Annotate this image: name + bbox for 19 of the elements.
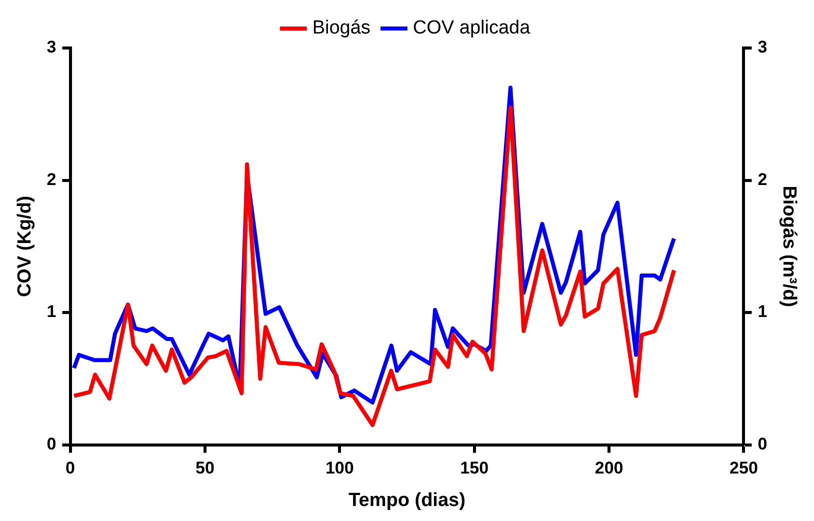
y2-tick-label: 2	[758, 170, 768, 189]
y2-tick-label: 1	[758, 302, 768, 322]
x-axis-title: Tempo (dias)	[348, 490, 466, 511]
x-tick-label: 100	[325, 458, 354, 478]
y-tick-label: 1	[46, 302, 56, 322]
x-tick-label: 150	[460, 458, 489, 478]
legend-label: COV aplicada	[412, 18, 531, 39]
y-tick-label: 3	[46, 38, 56, 57]
y2-axis-title: Biogás (m³/d)	[778, 186, 800, 308]
y2-tick-label: 0	[758, 434, 768, 454]
x-tick-label: 0	[66, 458, 75, 478]
legend-label: Biogás	[312, 18, 370, 39]
y2-tick-label: 3	[758, 38, 768, 57]
y-tick-label: 0	[46, 434, 56, 454]
x-tick-label: 50	[195, 458, 214, 478]
y-tick-label: 2	[46, 170, 56, 189]
y-axis-title: COV (Kg/d)	[14, 196, 36, 298]
x-tick-label: 200	[594, 458, 624, 478]
x-tick-label: 250	[730, 458, 758, 478]
